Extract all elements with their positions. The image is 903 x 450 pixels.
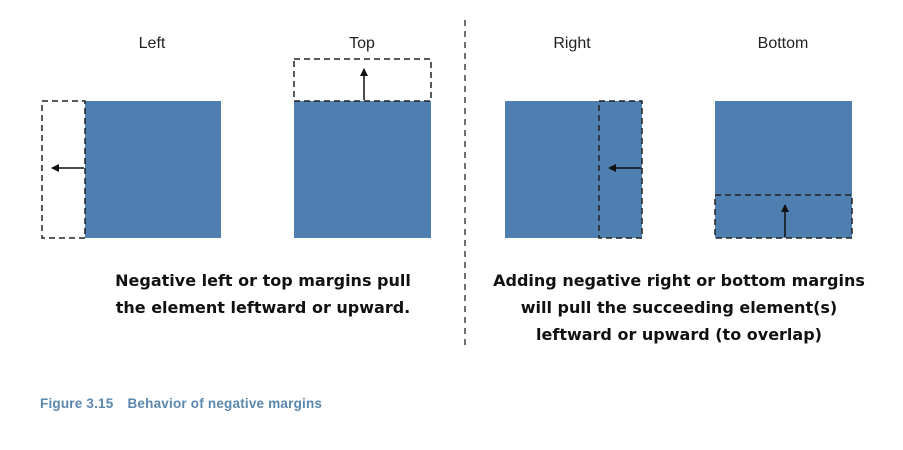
- left-element-box: [85, 101, 221, 238]
- panel-label-right: Right: [553, 35, 591, 52]
- right-margin-outline: [598, 100, 643, 239]
- right-caption-line-3: leftward or upward (to overlap): [536, 325, 822, 344]
- panel-label-left: Left: [139, 35, 166, 52]
- left-margin-example: [41, 100, 221, 239]
- right-margin-example: [505, 100, 643, 239]
- left-margin-outline: [41, 100, 86, 239]
- left-caption-line-1: Negative left or top margins pull: [115, 271, 411, 290]
- panel-label-top: Top: [349, 35, 375, 52]
- right-caption-line-2: will pull the succeeding element(s): [521, 298, 837, 317]
- figure-title: Behavior of negative margins: [127, 396, 323, 411]
- bottom-element-box: [715, 101, 852, 238]
- right-caption-line-1: Adding negative right or bottom margins: [493, 271, 865, 290]
- panel-label-bottom: Bottom: [758, 35, 809, 52]
- left-caption-line-2: the element leftward or upward.: [116, 298, 411, 317]
- top-element-box: [294, 101, 431, 238]
- figure-number: Figure 3.15: [40, 396, 114, 411]
- top-margin-example: [293, 58, 432, 238]
- bottom-margin-example: [714, 101, 853, 239]
- figure-caption: Figure 3.15 Behavior of negative margins: [40, 396, 322, 411]
- right-element-box: [505, 101, 642, 238]
- top-margin-outline: [293, 58, 432, 102]
